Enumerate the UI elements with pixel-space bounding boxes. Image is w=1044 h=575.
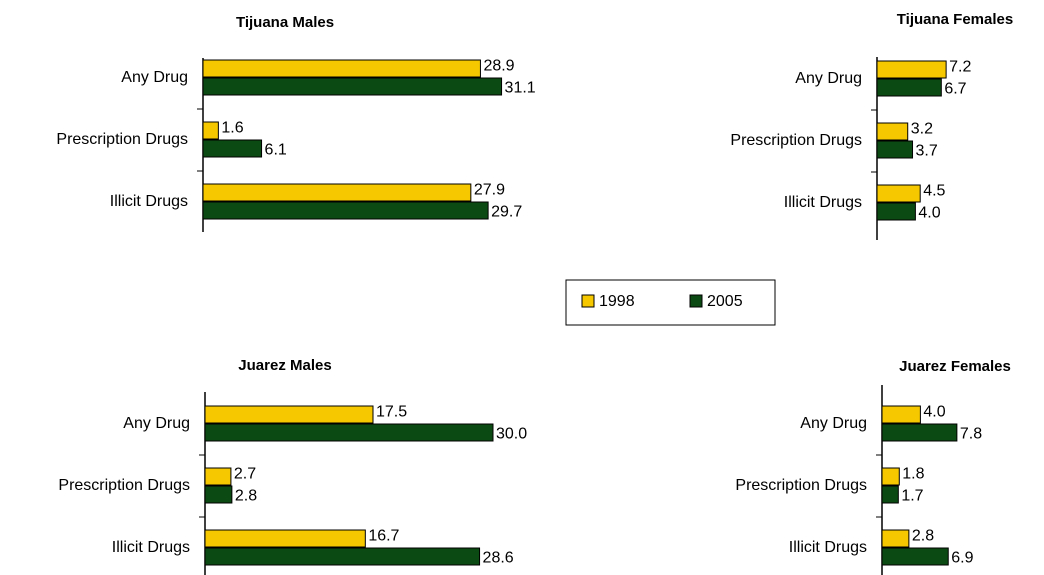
data-label: 6.1 bbox=[265, 142, 287, 159]
data-label: 6.7 bbox=[944, 81, 966, 98]
data-label: 7.2 bbox=[949, 59, 971, 76]
chart-title: Tijuana Males bbox=[236, 14, 334, 31]
data-label: 4.0 bbox=[918, 205, 940, 222]
data-label: 28.6 bbox=[483, 550, 514, 567]
data-label: 2.8 bbox=[912, 528, 934, 545]
data-label: 31.1 bbox=[505, 80, 536, 97]
bar bbox=[881, 467, 900, 486]
category-label: Illicit Drugs bbox=[110, 193, 188, 210]
bar bbox=[876, 140, 914, 159]
data-label: 17.5 bbox=[376, 404, 407, 421]
data-label: 6.9 bbox=[951, 550, 973, 567]
bar bbox=[202, 139, 263, 158]
legend-label: 1998 bbox=[599, 293, 635, 310]
bar bbox=[881, 485, 899, 504]
chart-title: Juarez Females bbox=[899, 358, 1011, 375]
bar bbox=[204, 547, 481, 566]
data-label: 27.9 bbox=[474, 182, 505, 199]
bar bbox=[202, 183, 472, 202]
data-label: 29.7 bbox=[491, 204, 522, 221]
bar bbox=[204, 467, 232, 486]
category-label: Prescription Drugs bbox=[58, 477, 190, 494]
bar bbox=[881, 423, 958, 442]
category-label: Any Drug bbox=[123, 415, 190, 432]
data-label: 16.7 bbox=[368, 528, 399, 545]
bar bbox=[876, 78, 942, 97]
bar bbox=[204, 405, 374, 424]
category-label: Illicit Drugs bbox=[784, 194, 862, 211]
category-label: Any Drug bbox=[121, 69, 188, 86]
data-label: 28.9 bbox=[483, 58, 514, 75]
category-label: Illicit Drugs bbox=[789, 539, 867, 556]
category-label: Any Drug bbox=[795, 70, 862, 87]
data-label: 2.8 bbox=[235, 488, 257, 505]
bar bbox=[202, 201, 489, 220]
chart-title: Tijuana Females bbox=[897, 11, 1013, 28]
bar bbox=[881, 529, 910, 548]
bar bbox=[876, 60, 947, 79]
data-label: 1.6 bbox=[221, 120, 243, 137]
category-label: Illicit Drugs bbox=[112, 539, 190, 556]
data-label: 3.7 bbox=[916, 143, 938, 160]
data-label: 1.7 bbox=[901, 488, 923, 505]
bar bbox=[881, 405, 921, 424]
bar bbox=[204, 529, 366, 548]
data-label: 30.0 bbox=[496, 426, 527, 443]
category-label: Prescription Drugs bbox=[735, 477, 867, 494]
category-label: Any Drug bbox=[800, 415, 867, 432]
category-label: Prescription Drugs bbox=[730, 132, 862, 149]
bar bbox=[876, 184, 921, 203]
data-label: 4.0 bbox=[923, 404, 945, 421]
legend-label: 2005 bbox=[707, 293, 743, 310]
data-label: 4.5 bbox=[923, 183, 945, 200]
data-label: 2.7 bbox=[234, 466, 256, 483]
bar bbox=[202, 59, 481, 78]
bar bbox=[881, 547, 949, 566]
legend-swatch bbox=[581, 294, 595, 308]
category-label: Prescription Drugs bbox=[56, 131, 188, 148]
data-label: 1.8 bbox=[902, 466, 924, 483]
legend-box bbox=[565, 279, 776, 326]
bar bbox=[204, 423, 494, 442]
bar bbox=[876, 122, 909, 141]
bar bbox=[876, 202, 916, 221]
bar bbox=[202, 77, 503, 96]
data-label: 7.8 bbox=[960, 426, 982, 443]
legend-swatch bbox=[689, 294, 703, 308]
bar bbox=[204, 485, 233, 504]
bar bbox=[202, 121, 219, 140]
chart-title: Juarez Males bbox=[238, 357, 331, 374]
data-label: 3.2 bbox=[911, 121, 933, 138]
